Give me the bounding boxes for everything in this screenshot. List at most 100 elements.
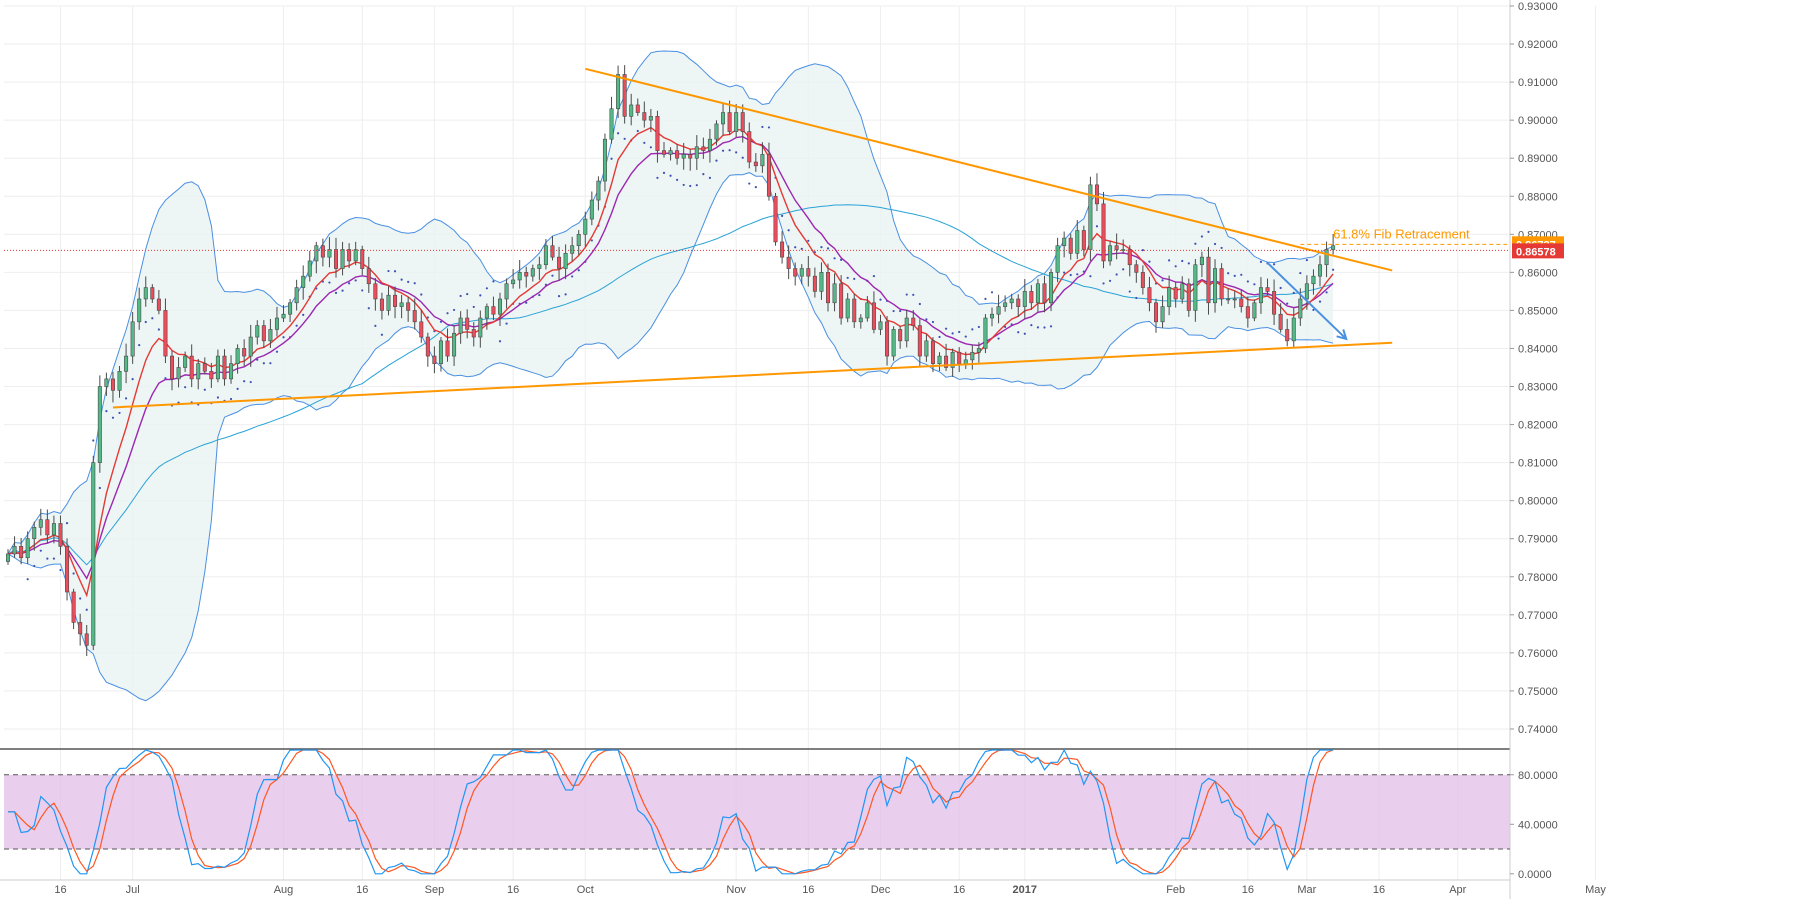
- candle[interactable]: [1331, 234, 1336, 255]
- candle[interactable]: [58, 515, 63, 555]
- candle[interactable]: [497, 292, 502, 327]
- candle[interactable]: [222, 349, 227, 386]
- candle[interactable]: [668, 147, 673, 161]
- candle[interactable]: [996, 294, 1001, 324]
- candle[interactable]: [616, 65, 621, 119]
- candle[interactable]: [543, 239, 548, 270]
- candle[interactable]: [130, 312, 135, 364]
- candle[interactable]: [366, 256, 371, 293]
- candle[interactable]: [694, 135, 699, 170]
- candle[interactable]: [944, 343, 949, 371]
- candle[interactable]: [825, 263, 830, 312]
- candle[interactable]: [707, 128, 712, 163]
- candle[interactable]: [32, 521, 37, 551]
- candle[interactable]: [1219, 263, 1224, 306]
- candle[interactable]: [1035, 278, 1040, 313]
- candle[interactable]: [215, 349, 220, 383]
- candle[interactable]: [727, 100, 732, 135]
- candle[interactable]: [84, 624, 89, 657]
- candle[interactable]: [1081, 225, 1086, 257]
- candle[interactable]: [45, 509, 50, 544]
- candle[interactable]: [314, 241, 319, 274]
- lower-trendline[interactable]: [112, 341, 1393, 409]
- candle[interactable]: [51, 515, 56, 544]
- candle[interactable]: [688, 149, 693, 171]
- candle[interactable]: [110, 371, 115, 403]
- candle[interactable]: [235, 344, 240, 374]
- candle[interactable]: [274, 306, 279, 337]
- candle[interactable]: [471, 322, 476, 347]
- candle[interactable]: [425, 332, 430, 367]
- candle[interactable]: [1022, 279, 1027, 319]
- candle[interactable]: [891, 326, 896, 361]
- candle[interactable]: [793, 262, 798, 286]
- candle[interactable]: [1272, 279, 1277, 325]
- candle[interactable]: [104, 372, 109, 396]
- candle[interactable]: [1232, 291, 1237, 309]
- candle[interactable]: [1101, 191, 1106, 269]
- candle[interactable]: [898, 326, 903, 349]
- candle[interactable]: [589, 191, 594, 226]
- candle[interactable]: [406, 297, 411, 322]
- candle[interactable]: [517, 259, 522, 289]
- candle[interactable]: [19, 537, 24, 565]
- candle[interactable]: [379, 292, 384, 320]
- candle[interactable]: [419, 309, 424, 343]
- candle[interactable]: [25, 531, 30, 564]
- candle[interactable]: [734, 104, 739, 138]
- candle[interactable]: [753, 153, 758, 172]
- candle[interactable]: [1009, 293, 1014, 310]
- candle[interactable]: [537, 256, 542, 280]
- candle[interactable]: [970, 344, 975, 370]
- candle[interactable]: [1140, 265, 1145, 295]
- candle[interactable]: [622, 65, 627, 124]
- candle[interactable]: [65, 538, 70, 601]
- candle[interactable]: [1147, 276, 1152, 312]
- candle[interactable]: [202, 357, 207, 375]
- candle[interactable]: [478, 310, 483, 348]
- candle[interactable]: [1199, 251, 1204, 278]
- candle[interactable]: [445, 328, 450, 362]
- candle[interactable]: [911, 310, 916, 331]
- candle[interactable]: [852, 294, 857, 328]
- candle[interactable]: [524, 266, 529, 288]
- candle[interactable]: [347, 243, 352, 269]
- candle[interactable]: [6, 549, 11, 565]
- candle[interactable]: [333, 237, 338, 278]
- candle[interactable]: [570, 236, 575, 262]
- candle[interactable]: [635, 98, 640, 116]
- candle[interactable]: [675, 144, 680, 165]
- candle[interactable]: [294, 279, 299, 311]
- candle[interactable]: [983, 314, 988, 354]
- candle[interactable]: [576, 230, 581, 256]
- candle[interactable]: [760, 142, 765, 173]
- candle[interactable]: [602, 133, 607, 192]
- candle[interactable]: [268, 318, 273, 348]
- candle[interactable]: [917, 319, 922, 367]
- candle[interactable]: [714, 120, 719, 146]
- candle[interactable]: [642, 101, 647, 128]
- candle[interactable]: [229, 355, 234, 384]
- candle[interactable]: [163, 298, 168, 364]
- candle[interactable]: [786, 245, 791, 280]
- candle[interactable]: [340, 241, 345, 276]
- candle[interactable]: [1304, 275, 1309, 310]
- candle[interactable]: [12, 536, 17, 558]
- candle[interactable]: [812, 267, 817, 298]
- candle[interactable]: [1049, 268, 1054, 312]
- candle[interactable]: [504, 278, 509, 309]
- candle[interactable]: [412, 298, 417, 330]
- candle[interactable]: [255, 320, 260, 345]
- candle[interactable]: [1226, 288, 1231, 304]
- candle[interactable]: [1265, 278, 1270, 296]
- candle[interactable]: [432, 346, 437, 374]
- candle[interactable]: [721, 103, 726, 136]
- candle[interactable]: [1029, 285, 1034, 310]
- candle[interactable]: [865, 296, 870, 322]
- candle[interactable]: [845, 293, 850, 323]
- candle[interactable]: [170, 350, 175, 391]
- candle[interactable]: [209, 362, 214, 388]
- candle[interactable]: [904, 309, 909, 348]
- candle[interactable]: [1088, 176, 1093, 261]
